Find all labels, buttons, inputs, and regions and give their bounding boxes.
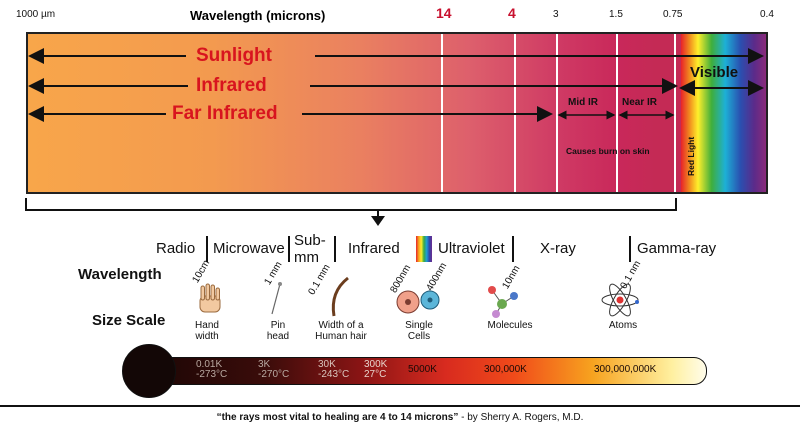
- tick-label-3: 3: [553, 9, 559, 20]
- hand-icon: [199, 283, 221, 313]
- category-ultraviolet: Ultraviolet: [438, 240, 505, 257]
- cells-icon: [396, 290, 440, 314]
- category-separator: [288, 236, 290, 262]
- hair-icon: [331, 276, 349, 317]
- temperature-thermometer-tube: [140, 357, 707, 385]
- category-infrared: Infrared: [348, 240, 400, 257]
- wavelength-title: Wavelength (microns): [190, 8, 326, 23]
- category-sub-mm: Sub-mm: [294, 232, 326, 266]
- temp-300000k: 300,000K: [484, 364, 527, 375]
- pin-icon: [271, 282, 282, 315]
- temp-5000k: 5000K: [408, 364, 437, 375]
- category-microwave: Microwave: [213, 240, 285, 257]
- category-separator: [334, 236, 336, 262]
- visible-rainbow-icon: [416, 236, 432, 262]
- tick-line-1-5: [616, 34, 618, 192]
- category-gamma-ray: Gamma-ray: [637, 240, 717, 257]
- caption-molecules: Molecules: [487, 320, 533, 331]
- bracket-pointer-arrow: [371, 216, 385, 226]
- temp-30k: 30K -243°C: [318, 359, 350, 380]
- tick-label-0-75: 0.75: [663, 9, 683, 20]
- atom-icon: [601, 283, 639, 317]
- wavelength-row-label: Wavelength: [78, 266, 162, 283]
- near-ir-label: Near IR: [622, 97, 658, 108]
- tick-label-1-5: 1.5: [609, 9, 623, 20]
- tick-label-14: 14: [436, 5, 452, 21]
- far-infrared-label: Far Infrared: [172, 103, 278, 124]
- thermometer-bulb: [122, 344, 176, 398]
- temp-300k: 300K 27°C: [364, 359, 388, 380]
- visible-label: Visible: [690, 64, 739, 81]
- spectrum-bracket: [25, 198, 677, 211]
- mid-ir-label: Mid IR: [568, 97, 598, 108]
- temp-3k: 3K -270°C: [258, 359, 290, 380]
- sunlight-label: Sunlight: [196, 45, 272, 66]
- category-separator: [629, 236, 631, 262]
- scale-icons: [199, 276, 639, 318]
- category-separator: [512, 236, 514, 262]
- burn-note: Causes burn on skin: [566, 146, 650, 156]
- red-light-label: Red Light: [686, 136, 696, 176]
- category-x-ray: X-ray: [540, 240, 576, 257]
- tick-line-0-75: [674, 34, 676, 192]
- category-radio: Radio: [156, 240, 196, 257]
- tick-line-3: [556, 34, 558, 192]
- tick-label-4: 4: [508, 5, 516, 21]
- temp-0-01k: 0.01K -273°C: [196, 359, 228, 380]
- temp-300000000k: 300,000,000K: [594, 364, 657, 375]
- size-scale-row-label: Size Scale: [92, 312, 166, 329]
- caption-pin-head: Pin head: [266, 320, 290, 342]
- caption-single-cells: Single Cells: [405, 320, 433, 342]
- caption-human-hair: Width of a Human hair: [315, 320, 367, 342]
- infrared-label: Infrared: [196, 75, 267, 96]
- spectrum-arrows: [25, 48, 764, 226]
- healing-quote: “the rays most vital to healing are 4 to…: [216, 412, 584, 423]
- tick-label-0-4: 0.4: [760, 9, 774, 20]
- quote-divider: [0, 405, 800, 407]
- caption-hand-width: Hand width: [195, 320, 219, 342]
- caption-atoms: Atoms: [608, 320, 638, 331]
- unit-label-1000um: 1000 µm: [16, 9, 56, 20]
- category-separator: [206, 236, 208, 262]
- molecule-icon: [488, 286, 518, 318]
